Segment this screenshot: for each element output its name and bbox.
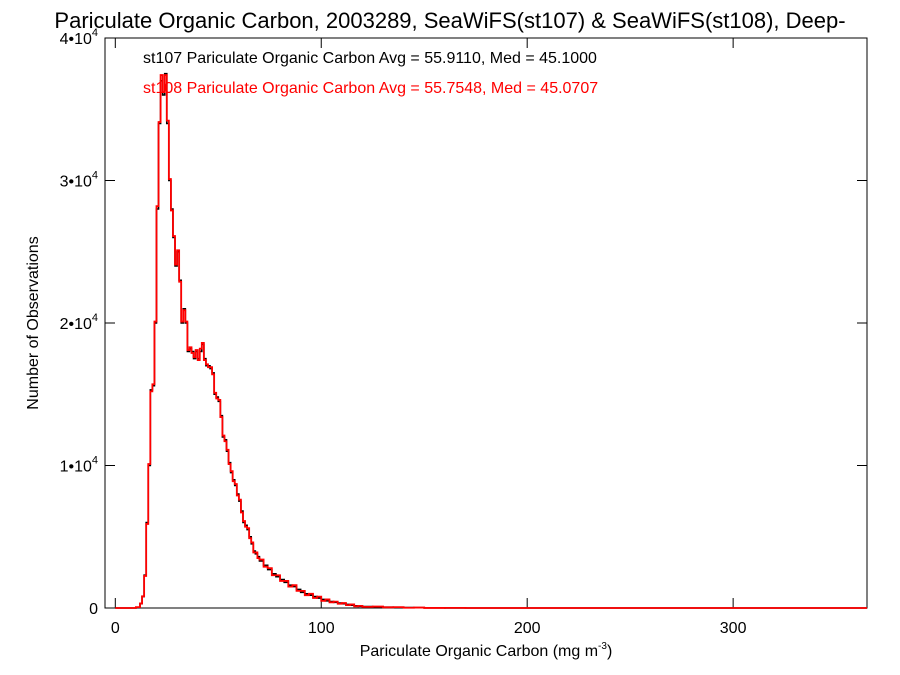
chart-title: Pariculate Organic Carbon, 2003289, SeaW…	[54, 8, 845, 33]
y-tick-label: 3•104	[60, 170, 98, 191]
x-tick-label: 0	[111, 620, 120, 637]
x-axis-label-suffix: )	[607, 643, 612, 660]
axis-ticks	[105, 37, 867, 609]
x-axis-label-sup: -3	[598, 641, 607, 652]
y-tick-label: 0	[89, 601, 98, 618]
x-axis-label-main: Pariculate Organic Carbon (mg m	[360, 643, 598, 660]
y-tick-label: 1•104	[60, 455, 98, 476]
y-tick-label: 4•104	[60, 27, 98, 48]
series-line-0	[115, 72, 867, 609]
y-axis-label: Number of Observations	[25, 236, 42, 409]
y-tick-label: 2•104	[60, 312, 98, 333]
x-axis-label: Pariculate Organic Carbon (mg m-3)	[360, 641, 613, 660]
series-line-1	[115, 74, 867, 609]
annotation-st107: st107 Pariculate Organic Carbon Avg = 55…	[143, 50, 597, 67]
series-group	[115, 72, 867, 609]
annotation-st108: st108 Pariculate Organic Carbon Avg = 55…	[143, 80, 598, 97]
y-tick-labels: 0 1•104 2•104 3•104 4•104	[60, 27, 99, 618]
x-tick-label: 100	[308, 620, 335, 637]
x-tick-label: 300	[720, 620, 747, 637]
plot-frame	[104, 37, 868, 609]
x-tick-label: 200	[514, 620, 541, 637]
x-tick-labels: 0 100 200 300	[111, 620, 747, 637]
